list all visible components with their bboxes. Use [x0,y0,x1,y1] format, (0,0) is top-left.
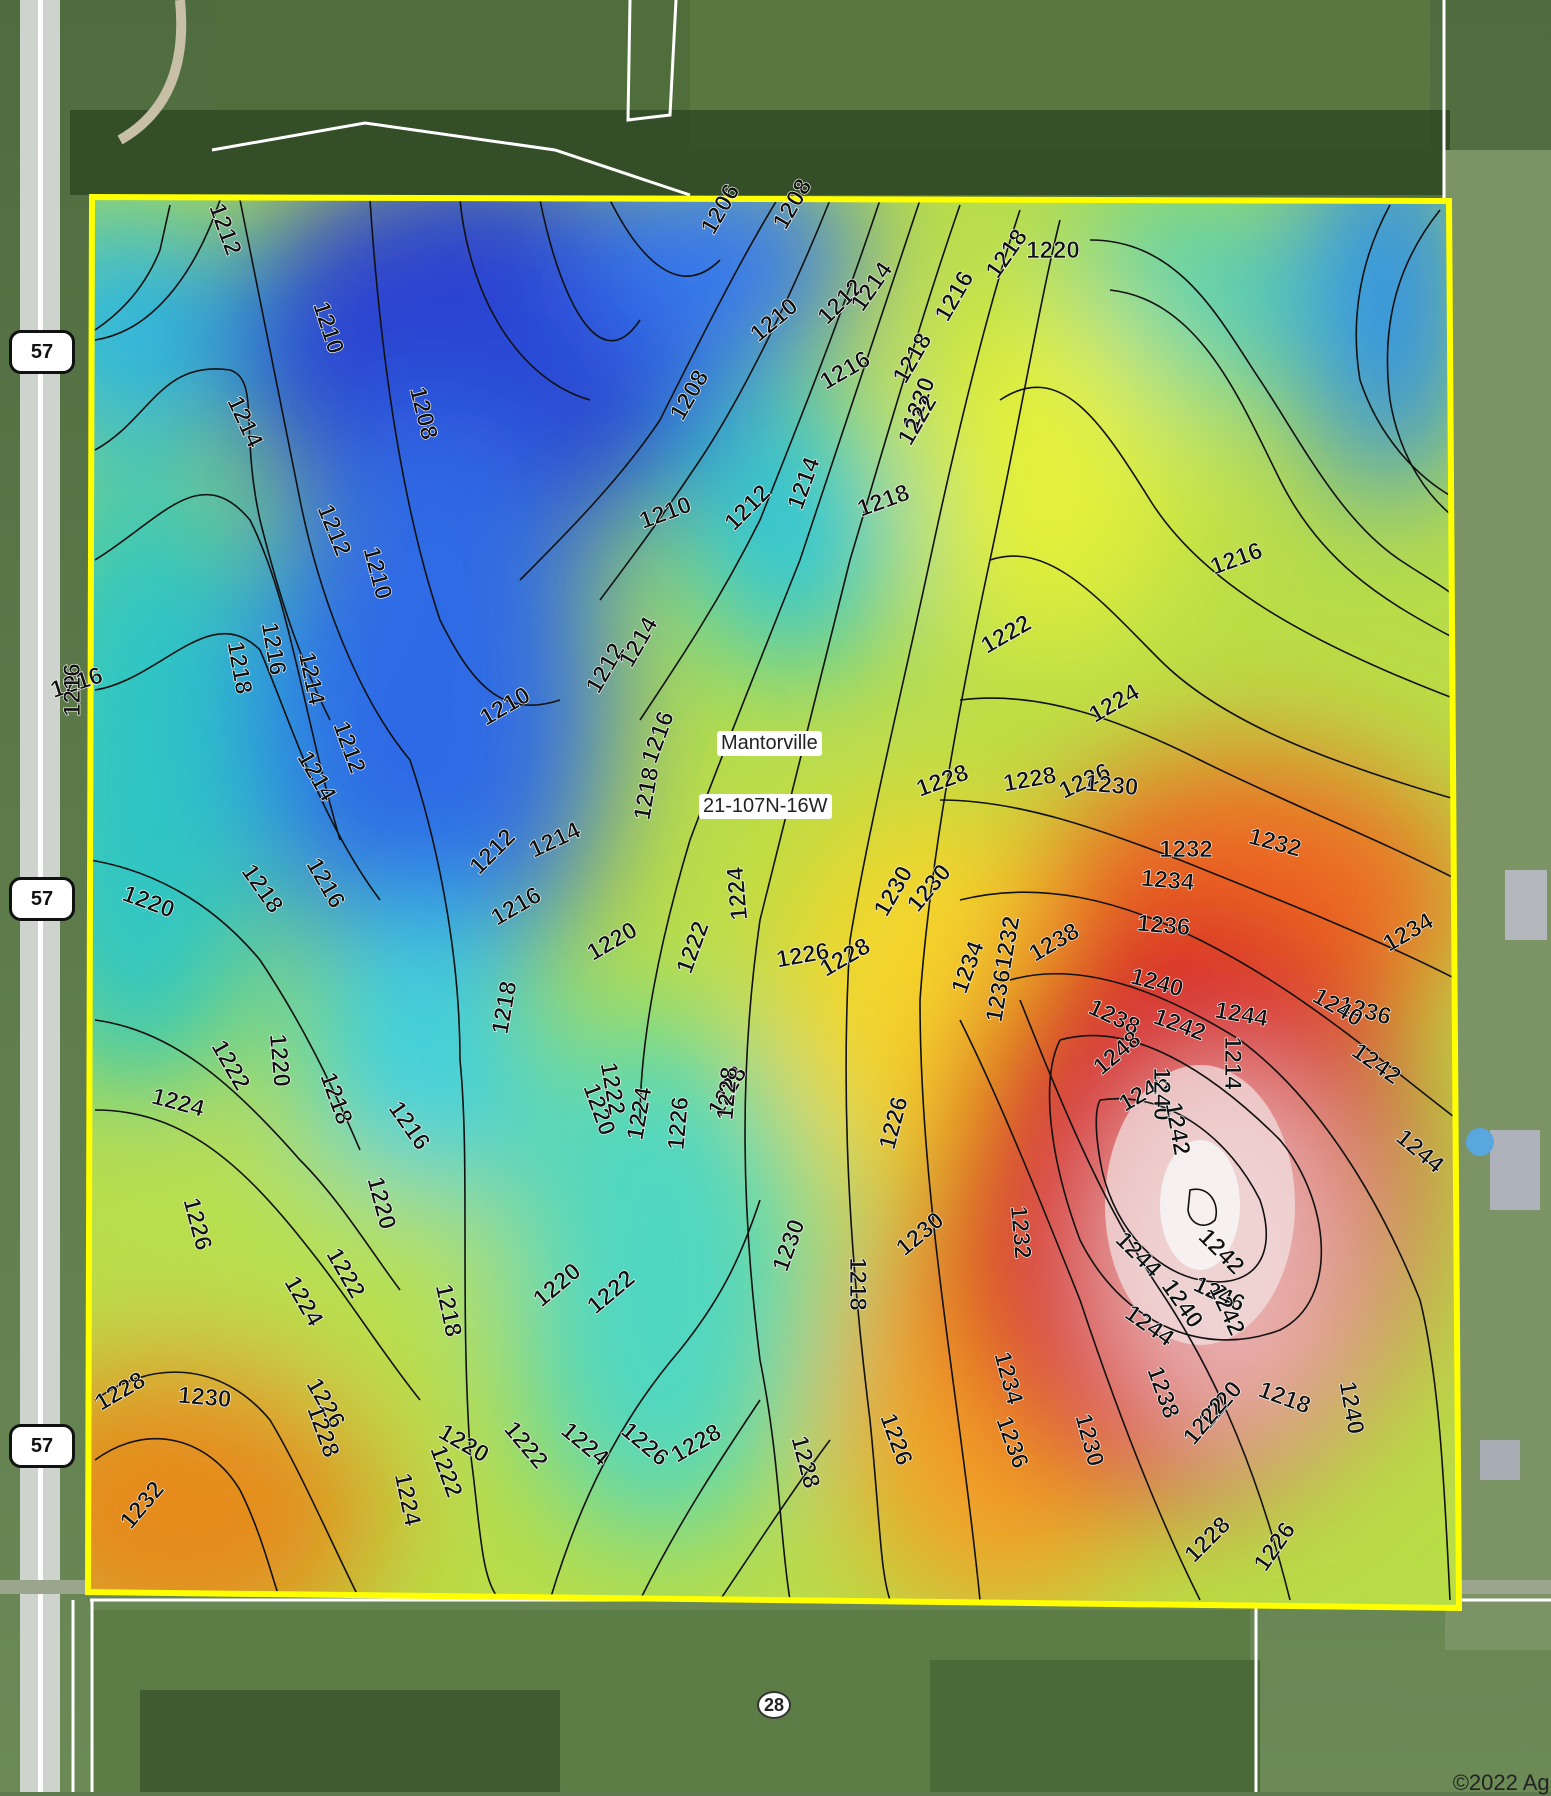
contour-elevation-label: 1218 [844,1257,871,1310]
contour-elevation-label: 1232 [1005,1205,1037,1261]
contour-elevation-label: 1226 [663,1096,695,1152]
highway-shield-label: 57 [30,1434,54,1457]
contour-elevation-label: 1230 [177,1382,233,1414]
highway-shield-57: 57 [9,877,75,921]
contour-elevation-label: 1220 [264,1033,296,1089]
contour-elevation-label: 1228 [712,1066,744,1122]
driveway-west [117,0,187,145]
contour-elevation-label: 1214 [1219,1036,1246,1090]
crop-field-southeast [930,1660,1260,1792]
contour-elevation-label: 1230 [1084,770,1140,802]
contour-elevation-label: 1216 [59,663,86,716]
house-east-3 [1480,1440,1520,1480]
highway-shield-label: 57 [30,340,54,363]
parcel-line-southwest [71,1600,94,1792]
section-id-label: 21-107N-16W [699,794,832,819]
contour-elevation-label: 1240 [1148,1067,1175,1120]
contour-elevation-label: 1236 [1136,910,1192,942]
contour-elevation-label: 1234 [1140,865,1196,897]
house-east-1 [1505,870,1547,940]
tree-line [70,110,1450,195]
parcel-line-lot [626,0,678,122]
section-name-label: Mantorville [717,731,822,756]
crop-field-southwest [140,1690,560,1792]
house-east-2 [1490,1130,1540,1210]
highway-shield-57: 57 [9,330,75,374]
pool [1466,1128,1494,1156]
contour-elevation-label: 1220 [1026,237,1079,264]
contour-elevation-label: 1242 [1159,1100,1195,1157]
contour-elevation-label: 1224 [722,865,754,921]
highway-shield-label: 57 [30,887,54,910]
parcel-line-north [211,121,691,197]
elevation-surface [88,197,1459,1608]
county-road-label: 28 [763,1694,785,1715]
copyright-notice: ©2022 Agr [1452,1770,1551,1795]
county-road-marker: 28 [757,1691,791,1719]
highway-shield-57: 57 [9,1424,75,1468]
field-boundary[interactable] [84,193,1463,1612]
contour-elevation-label: 1232 [1159,836,1212,863]
